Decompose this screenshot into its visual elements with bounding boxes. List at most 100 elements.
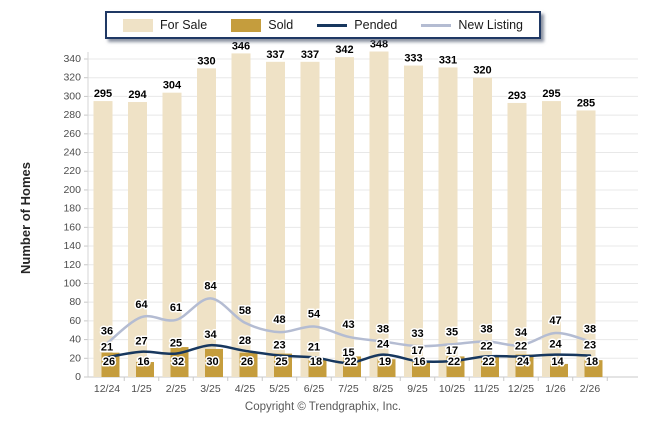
y-tick-label: 340 <box>63 53 81 65</box>
sold-bar <box>308 360 327 377</box>
y-tick-label: 20 <box>69 352 81 364</box>
for-sale-value-label: 294 <box>128 89 147 101</box>
for-sale-bar <box>266 61 285 378</box>
for-sale-bar <box>300 61 320 378</box>
for-sale-bar <box>473 77 492 378</box>
legend-item-sold: Sold <box>231 18 293 32</box>
y-tick-label: 100 <box>63 277 81 289</box>
legend-swatch-sold <box>231 18 262 32</box>
pended-value-label: 28 <box>239 335 251 347</box>
chart-legend: For Sale Sold Pended New Listing <box>104 11 542 39</box>
x-tick-label: 10/25 <box>439 383 465 395</box>
x-tick-label: 12/24 <box>94 383 120 395</box>
sold-bar <box>274 353 292 377</box>
sold-value-label: 16 <box>137 356 149 368</box>
y-tick-label: 300 <box>63 90 81 102</box>
y-tick-label: 80 <box>69 296 81 308</box>
pended-value-label: 17 <box>411 345 423 357</box>
new-listing-value-label: 48 <box>273 314 285 326</box>
for-sale-value-label: 295 <box>94 88 112 100</box>
sold-bar <box>377 359 396 377</box>
sold-value-label: 18 <box>586 356 598 368</box>
y-tick-label: 160 <box>63 221 81 233</box>
new-listing-value-label: 34 <box>515 327 528 339</box>
for-sale-value-label: 337 <box>301 49 319 61</box>
pended-value-label: 22 <box>480 340 492 352</box>
for-sale-value-label: 331 <box>439 54 457 66</box>
sold-value-label: 26 <box>103 356 115 368</box>
sold-value-label: 25 <box>275 356 287 368</box>
sold-value-label: 19 <box>379 356 391 368</box>
for-sale-bar <box>542 101 561 378</box>
y-tick-label: 60 <box>69 315 81 327</box>
for-sale-value-label: 295 <box>542 88 560 100</box>
for-sale-value-label: 348 <box>370 39 388 51</box>
y-tick-label: 40 <box>69 334 81 346</box>
y-tick-label: 180 <box>63 203 81 215</box>
y-tick-label: 0 <box>75 371 81 383</box>
pended-value-label: 23 <box>584 339 596 351</box>
pended-line <box>105 343 592 365</box>
legend-label: For Sale <box>159 18 208 32</box>
sold-bar <box>205 348 223 377</box>
y-axis-title: Number of Homes <box>18 162 33 274</box>
legend-label: New Listing <box>458 18 524 32</box>
new-listing-value-label: 54 <box>308 308 321 320</box>
sold-value-label: 22 <box>482 356 494 368</box>
sold-value-label: 26 <box>241 356 253 368</box>
y-tick-label: 320 <box>63 72 81 84</box>
pended-value-label: 21 <box>308 341 320 353</box>
x-tick-label: 3/25 <box>200 383 221 395</box>
y-tick-label: 200 <box>63 184 81 196</box>
pended-value-label: 23 <box>273 339 285 351</box>
new-listing-value-label: 58 <box>239 305 251 317</box>
for-sale-value-label: 330 <box>197 55 215 67</box>
for-sale-bar <box>231 53 251 377</box>
for-sale-bar <box>404 65 423 377</box>
for-sale-value-label: 342 <box>335 44 353 56</box>
for-sale-bar <box>369 51 389 378</box>
sold-bar <box>481 356 499 377</box>
sold-value-label: 22 <box>448 356 460 368</box>
y-tick-label: 220 <box>63 165 81 177</box>
for-sale-bar <box>507 102 527 377</box>
legend-item-new-listing: New Listing <box>421 18 523 32</box>
x-tick-label: 1/25 <box>131 383 152 395</box>
sold-value-label: 18 <box>310 356 322 368</box>
for-sale-value-label: 285 <box>577 97 595 109</box>
new-listing-value-label: 38 <box>377 323 389 335</box>
legend-swatch-pended <box>317 23 348 27</box>
sold-bar <box>515 354 534 377</box>
new-listing-value-label: 47 <box>549 315 561 327</box>
y-tick-label: 280 <box>63 109 81 121</box>
y-tick-label: 140 <box>63 240 81 252</box>
legend-label: Pended <box>354 18 398 32</box>
for-sale-value-label: 304 <box>163 80 182 92</box>
for-sale-value-label: 346 <box>232 40 250 52</box>
for-sale-bar <box>438 67 458 377</box>
x-tick-label: 6/25 <box>304 383 325 395</box>
for-sale-bar <box>335 57 354 377</box>
sold-value-label: 22 <box>344 356 356 368</box>
sold-bar <box>550 363 568 377</box>
x-tick-label: 8/25 <box>373 383 394 395</box>
for-sale-value-label: 320 <box>473 65 491 77</box>
x-tick-label: 7/25 <box>338 383 359 395</box>
for-sale-bar <box>576 110 596 378</box>
for-sale-value-label: 293 <box>508 90 526 102</box>
legend-swatch-new-listing <box>421 23 452 27</box>
sold-value-label: 32 <box>172 356 184 368</box>
legend-swatch-for-sale <box>122 18 153 32</box>
new-listing-line <box>105 297 592 348</box>
pended-value-label: 17 <box>446 345 458 357</box>
sold-bar <box>101 352 120 377</box>
new-listing-value-label: 36 <box>101 325 113 337</box>
legend-item-for-sale: For Sale <box>122 18 208 32</box>
for-sale-value-label: 333 <box>404 53 422 65</box>
x-tick-label: 9/25 <box>407 383 428 395</box>
new-listing-value-label: 38 <box>584 323 596 335</box>
sold-value-label: 16 <box>413 356 425 368</box>
pended-value-label: 24 <box>549 339 562 351</box>
pended-value-label: 34 <box>204 329 217 341</box>
